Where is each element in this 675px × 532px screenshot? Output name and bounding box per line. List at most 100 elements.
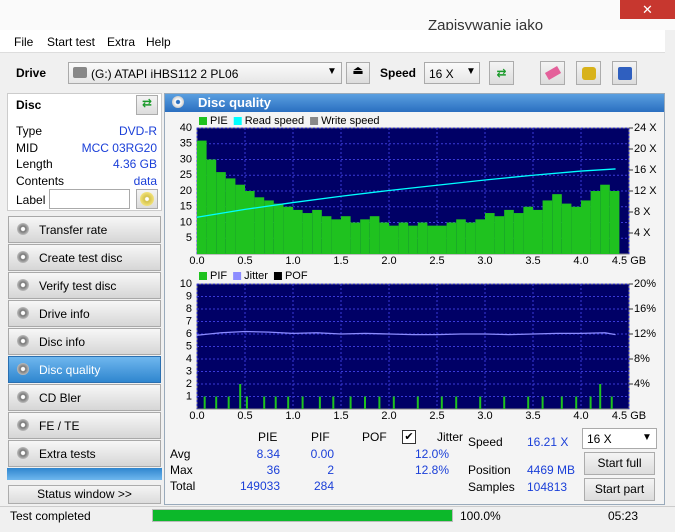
stats-value: 8.34: [256, 447, 280, 461]
bar: [523, 206, 533, 254]
y-tick-label: 7: [186, 315, 192, 327]
menu-item[interactable]: File: [14, 35, 34, 49]
x-tick-label: 0.0: [189, 255, 204, 267]
dropdown-arrow: ▼: [642, 432, 652, 443]
disc-refresh[interactable]: ⇄: [136, 95, 158, 115]
nav-button[interactable]: Disc quality: [8, 356, 161, 383]
x-tick-label: 3.5: [525, 410, 540, 422]
disc-field-label: Contents: [16, 173, 65, 188]
disc-field-value: DVD-R: [119, 124, 157, 138]
bar: [293, 209, 303, 254]
nav-icon: [17, 335, 29, 347]
disc-field-label: Type: [16, 124, 43, 138]
stats-row-label: Avg: [170, 447, 191, 461]
y-tick-label: 20: [180, 185, 192, 197]
bar: [245, 191, 255, 254]
x-tick-label: 2.0: [381, 410, 396, 422]
dropdown-arrow: ▼: [466, 66, 476, 77]
line: [196, 330, 616, 336]
x-tick-label: 0.0: [189, 410, 204, 422]
nav-footer: [7, 468, 162, 480]
bar: [552, 194, 562, 254]
y2-tick-label: 20%: [634, 278, 656, 290]
menu-item[interactable]: Start test: [47, 35, 96, 49]
legend-swatch: [233, 117, 242, 125]
bar: [369, 216, 380, 254]
nav-label: Verify test disc: [39, 279, 117, 293]
start-full-button[interactable]: Start full: [584, 452, 655, 475]
jitter-checkbox[interactable]: ✔: [402, 430, 416, 444]
bar: [542, 200, 553, 254]
bar: [273, 203, 284, 254]
nav-button[interactable]: Transfer rate: [8, 216, 161, 243]
x-tick-label: 3.5: [525, 255, 540, 267]
status-window-button[interactable]: Status window >>: [8, 485, 161, 504]
x-tick-label: 1.0: [285, 255, 300, 267]
bar: [379, 222, 389, 254]
cd-icon: [140, 192, 154, 206]
label-input[interactable]: [49, 189, 130, 209]
test-speed-select[interactable]: 16 X ▼: [582, 428, 657, 449]
close-button[interactable]: ✕: [620, 0, 675, 19]
progress-text: 100.0%: [460, 509, 501, 523]
y-tick-label: 10: [180, 216, 192, 228]
nav-button[interactable]: CD Bler: [8, 384, 161, 411]
dropdown-arrow: ▼: [327, 66, 337, 77]
save-button[interactable]: [612, 61, 637, 85]
settings-button[interactable]: [576, 61, 601, 85]
speed-caption: Speed: [468, 435, 503, 449]
bar: [504, 209, 514, 254]
y2-tick-label: 8 X: [634, 206, 651, 218]
bar: [590, 191, 601, 254]
nav-button[interactable]: Disc info: [8, 328, 161, 355]
legend-label: Write speed: [321, 115, 380, 127]
nav-icon: [17, 391, 29, 403]
drive-value: (G:) ATAPI iHBS112 2 PL06: [91, 67, 239, 81]
stats-header: PIF: [311, 430, 330, 444]
drive-select[interactable]: (G:) ATAPI iHBS112 2 PL06 ▼: [68, 62, 342, 84]
label-button[interactable]: [136, 189, 158, 209]
samples-value: 104813: [527, 480, 568, 494]
y2-tick-label: 16%: [634, 303, 656, 315]
bar: [225, 178, 236, 254]
settings-icon: [582, 67, 596, 80]
eraser-icon: [544, 66, 562, 80]
x-tick-label: 3.0: [477, 410, 492, 422]
legend-swatch: [199, 117, 207, 125]
x-tick-label: 0.5: [237, 255, 252, 267]
nav-button[interactable]: Drive info: [8, 300, 161, 327]
y2-tick-label: 12 X: [634, 185, 657, 197]
x-tick-label: 4.0: [573, 255, 588, 267]
speed-select[interactable]: 16 X ▼: [424, 62, 480, 84]
bar: [302, 213, 313, 254]
time-text: 05:23: [608, 509, 639, 523]
y-tick-label: 15: [180, 201, 192, 213]
nav-icon: [17, 279, 29, 291]
nav-button[interactable]: FE / TE: [8, 412, 161, 439]
y-tick-label: 10: [180, 278, 192, 290]
bar: [561, 203, 572, 254]
erase-button[interactable]: [540, 61, 565, 85]
bar: [283, 206, 293, 254]
nav-button[interactable]: Verify test disc: [8, 272, 161, 299]
bar: [456, 219, 466, 254]
label-caption: Label: [16, 193, 46, 207]
nav-button[interactable]: Create test disc: [8, 244, 161, 271]
start-part-button[interactable]: Start part: [584, 478, 655, 501]
nav-button[interactable]: Extra tests: [8, 440, 161, 467]
bar: [235, 184, 245, 254]
legend-label: Jitter: [244, 270, 268, 282]
menu-item[interactable]: Extra: [107, 35, 136, 49]
bar: [571, 206, 581, 254]
eject-button[interactable]: ⏏: [346, 62, 370, 84]
bar: [254, 197, 265, 254]
y-tick-label: 4: [186, 353, 192, 365]
bar: [581, 200, 591, 254]
y-tick-label: 1: [186, 390, 192, 402]
menu-item[interactable]: Help: [146, 35, 171, 49]
nav-icon: [17, 223, 29, 235]
refresh-button[interactable]: ⇄: [489, 61, 514, 85]
y-tick-label: 40: [180, 122, 192, 134]
speed-label: Speed: [380, 66, 417, 80]
